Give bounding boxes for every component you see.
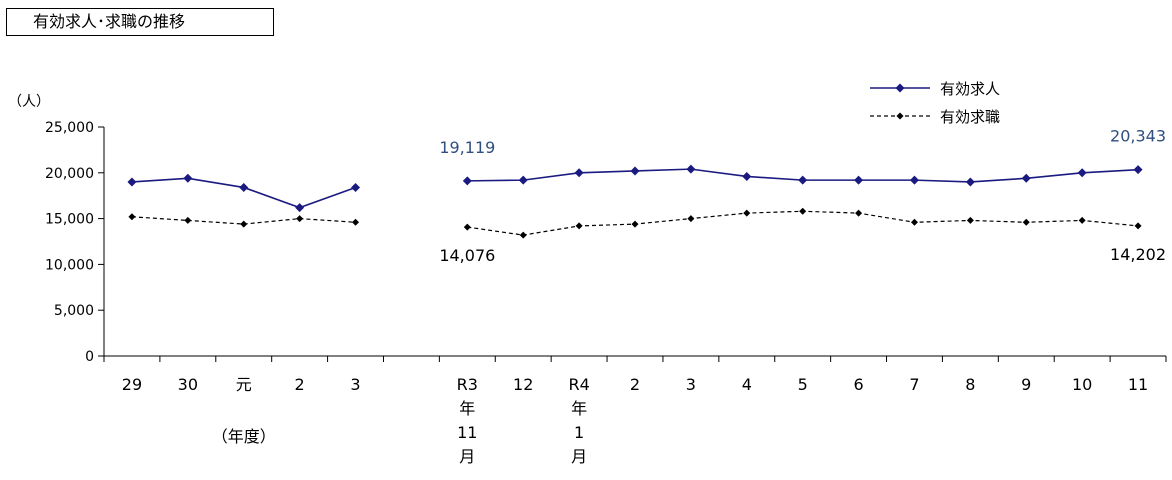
- y-tick-label: 0: [85, 349, 94, 365]
- x-tick-label: 9: [1021, 375, 1031, 394]
- data-point: [519, 231, 527, 239]
- x-tick-label: 月: [459, 447, 475, 466]
- x-tick-label: 6: [853, 375, 863, 394]
- legend-marker: [895, 83, 905, 93]
- data-point: [575, 222, 583, 230]
- chart-title: 有効求人･求職の推移: [6, 8, 274, 36]
- series-line: [467, 210, 1139, 236]
- x-tick-label: R3: [457, 375, 478, 394]
- data-point: [743, 209, 751, 217]
- x-tick-label: 4: [742, 375, 752, 394]
- data-point: [909, 175, 919, 185]
- data-point: [1133, 165, 1143, 175]
- data-label: 14,076: [439, 246, 495, 265]
- x-tick-label: 月: [571, 447, 587, 466]
- data-point: [1134, 222, 1142, 230]
- x-tick-label: 3: [350, 375, 360, 394]
- data-point: [910, 218, 918, 226]
- data-point: [574, 168, 584, 178]
- data-point: [965, 177, 975, 187]
- data-label: 20,343: [1110, 127, 1166, 146]
- x-tick-label: 1: [574, 423, 584, 442]
- data-point: [518, 175, 528, 185]
- x-tick-label: 2: [295, 375, 305, 394]
- x-tick-label: 11: [457, 423, 477, 442]
- data-point: [462, 176, 472, 186]
- data-point: [631, 220, 639, 228]
- data-point: [1021, 173, 1031, 183]
- data-point: [799, 207, 807, 215]
- legend-label: 有効求人: [940, 80, 1000, 98]
- data-point: [798, 175, 808, 185]
- data-point: [296, 215, 304, 223]
- y-axis-label: （人）: [8, 94, 50, 110]
- legend-marker: [896, 112, 904, 120]
- x-tick-label: 29: [122, 375, 142, 394]
- x-tick-label: R4: [568, 375, 589, 394]
- data-point: [742, 171, 752, 181]
- y-tick-label: 15,000: [45, 212, 94, 228]
- data-point: [1077, 168, 1087, 178]
- data-label: 14,202: [1110, 245, 1166, 264]
- legend-label: 有効求職: [940, 108, 1000, 126]
- data-point: [295, 203, 305, 213]
- x-tick-label: 11: [1128, 375, 1148, 394]
- x-tick-label: 年: [571, 399, 587, 418]
- data-point: [854, 175, 864, 185]
- data-point: [128, 213, 136, 221]
- x-tick-label: 元: [236, 375, 252, 394]
- y-tick-label: 20,000: [45, 166, 94, 182]
- data-point: [240, 220, 248, 228]
- y-tick-label: 5,000: [54, 303, 94, 319]
- data-point: [630, 166, 640, 176]
- data-point: [351, 182, 361, 192]
- y-tick-label: 10,000: [45, 257, 94, 273]
- data-label: 19,119: [439, 138, 495, 157]
- series-line: [131, 177, 356, 209]
- data-point: [463, 223, 471, 231]
- data-point: [352, 218, 360, 226]
- data-point: [1078, 216, 1086, 224]
- data-point: [686, 164, 696, 174]
- x-tick-label: 8: [965, 375, 975, 394]
- data-point: [966, 216, 974, 224]
- x-tick-label: 年: [459, 399, 475, 418]
- data-point: [183, 173, 193, 183]
- y-tick-label: 25,000: [45, 120, 94, 136]
- x-tick-label: 5: [798, 375, 808, 394]
- data-point: [184, 216, 192, 224]
- data-point: [855, 209, 863, 217]
- x-axis-group-label: （年度）: [212, 427, 276, 446]
- x-tick-label: 10: [1072, 375, 1092, 394]
- x-tick-label: 7: [909, 375, 919, 394]
- x-tick-label: 2: [630, 375, 640, 394]
- data-point: [1022, 218, 1030, 226]
- x-tick-label: 12: [513, 375, 533, 394]
- data-point: [127, 177, 137, 187]
- data-point: [239, 182, 249, 192]
- x-tick-label: 3: [686, 375, 696, 394]
- data-point: [687, 215, 695, 223]
- x-tick-label: 30: [178, 375, 198, 394]
